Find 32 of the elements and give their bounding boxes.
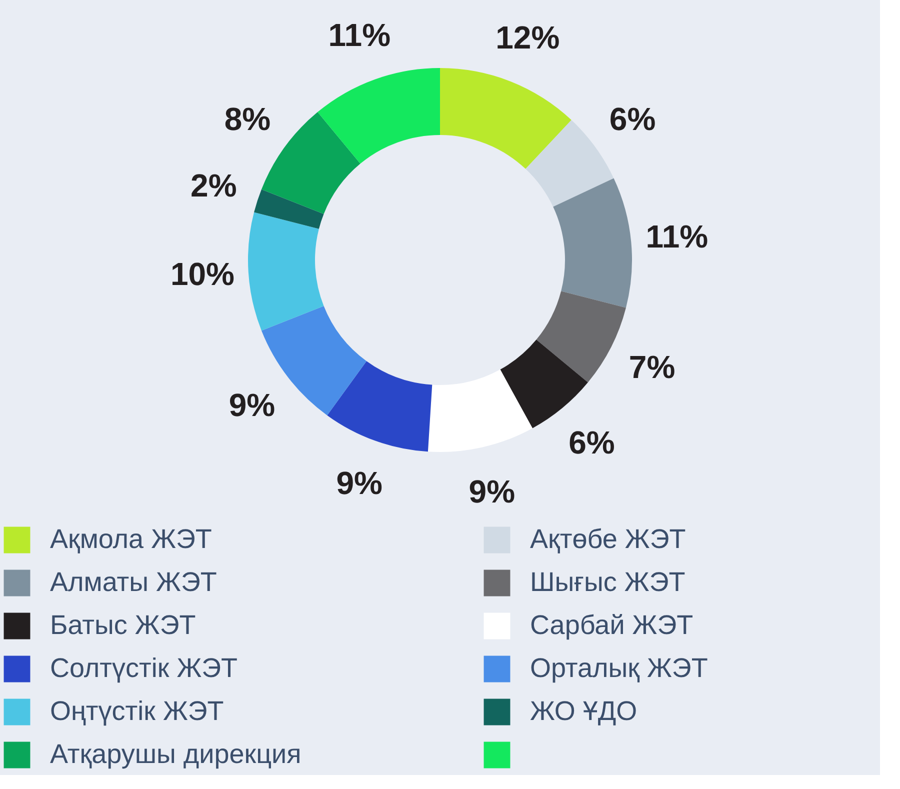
legend-label: Орталық ЖЭТ [530,653,708,683]
data-label: 12% [496,20,560,56]
legend-label: Солтүстік ЖЭТ [50,653,238,683]
legend-label: Оңтүстік ЖЭТ [50,696,224,726]
data-label: 9% [468,473,516,510]
data-label: 10% [170,256,234,292]
data-label: 11% [646,218,708,255]
donut-slice [318,68,440,164]
legend-label: Атқарушы дирекция [50,739,302,769]
legend-label: Алматы ЖЭТ [50,567,217,597]
data-label: 11% [328,17,391,54]
legend-label: Ақтөбе ЖЭТ [530,524,686,554]
legend-label: Ақмола ЖЭТ [50,524,212,554]
legend-label: Шығыс ЖЭТ [530,567,686,597]
data-label: 9% [228,386,276,423]
legend-label: ЖО ҰДО [530,696,638,726]
donut-slice [440,68,572,169]
donut-slice [327,361,432,452]
legend-label: Батыс ЖЭТ [50,610,196,640]
data-label: 7% [628,349,676,386]
legend-label: Сарбай ЖЭТ [530,610,694,640]
donut-slice [536,291,626,382]
donut-slice [428,370,532,452]
data-label: 8% [224,101,271,138]
donut-slice [248,212,324,331]
donut-slice [254,189,324,229]
data-label: 6% [568,424,615,460]
data-label: 9% [336,464,383,501]
donut-slice [500,340,588,428]
data-label: 2% [190,167,237,204]
data-label: 6% [609,101,656,138]
donut-slice [553,178,632,308]
